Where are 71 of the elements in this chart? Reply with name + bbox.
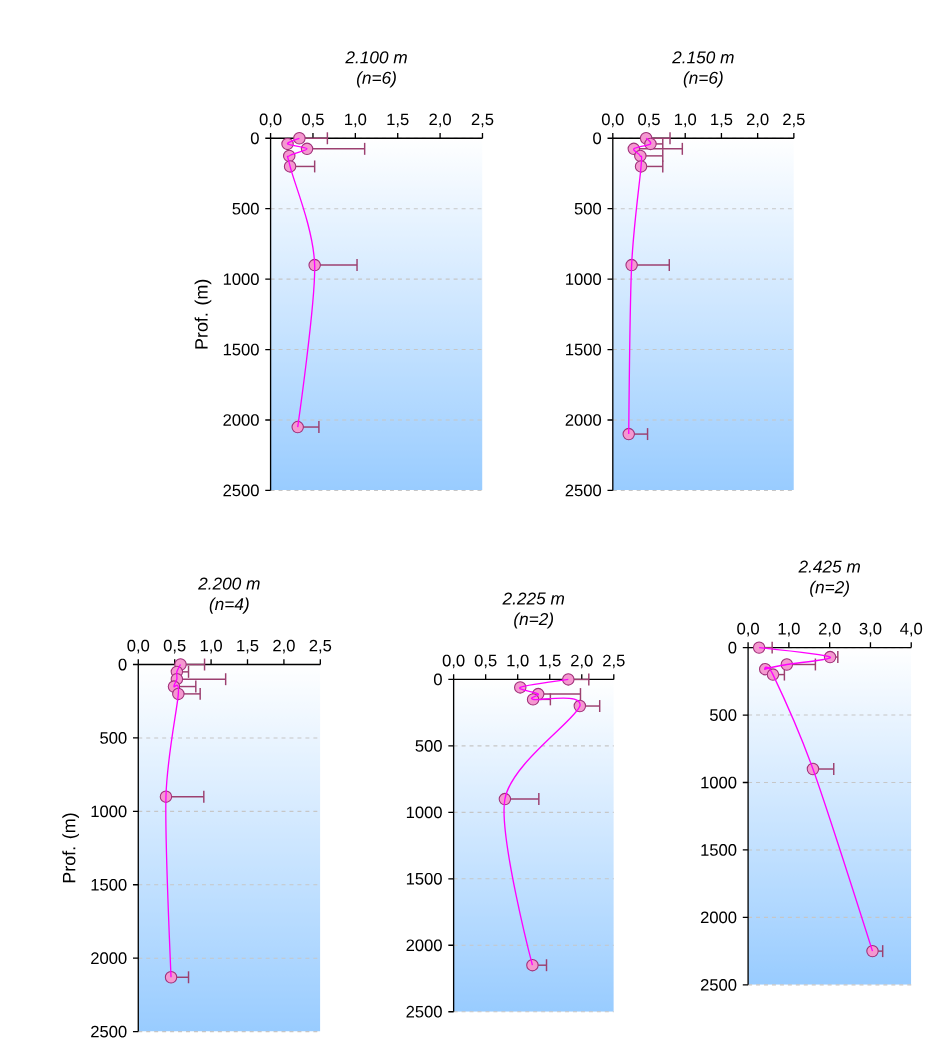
- y-tick-label: 2000: [406, 939, 442, 952]
- y-tick-label: 1500: [223, 343, 259, 356]
- y-tick-label: 500: [100, 732, 127, 744]
- y-tick-label: 500: [574, 202, 601, 215]
- x-tick-label: 2,5: [602, 654, 625, 669]
- chart-title: 2.200 m: [197, 577, 260, 590]
- y-tick-label: 1000: [565, 273, 601, 286]
- x-tick-label: 1,5: [237, 639, 259, 654]
- y-tick-label: 2500: [406, 1005, 442, 1018]
- y-tick-label: 1000: [223, 273, 259, 286]
- y-tick-label: 2500: [223, 484, 259, 497]
- x-tick-label: 1,0: [674, 113, 696, 128]
- chart-title: 2.150 m: [671, 51, 734, 64]
- x-tick-label: 2,0: [746, 113, 769, 128]
- y-tick-label: 0: [592, 132, 601, 145]
- y-tick-label: 1500: [91, 878, 127, 891]
- x-tick-label: 0,5: [301, 113, 324, 128]
- chart-title: 2.425 m: [798, 560, 860, 573]
- y-tick-label: 500: [415, 740, 442, 752]
- x-tick-label: 1,0: [344, 113, 367, 128]
- x-tick-label: 0,0: [127, 639, 150, 654]
- x-tick-label: 0,0: [442, 654, 465, 669]
- y-tick-label: 0: [250, 132, 259, 145]
- x-tick-label: 0,0: [737, 622, 759, 637]
- x-tick-label: 1,5: [539, 654, 561, 669]
- y-tick-label: 0: [433, 673, 442, 686]
- x-tick-label: 2,5: [471, 113, 494, 128]
- x-tick-label: 2,0: [570, 654, 593, 669]
- chart-title: 2.225 m: [502, 592, 564, 605]
- x-tick-label: 1,0: [778, 622, 800, 637]
- y-tick-label: 500: [232, 202, 259, 215]
- x-tick-label: 2,0: [818, 622, 841, 637]
- y-tick-label: 1000: [701, 776, 737, 789]
- x-tick-label: 0,5: [474, 654, 497, 669]
- y-axis-title: Prof. (m): [194, 279, 212, 349]
- y-tick-label: 2000: [565, 414, 601, 426]
- y-tick-label: 1500: [406, 872, 442, 885]
- y-tick-label: 500: [709, 709, 737, 721]
- chart-subtitle: (n=6): [356, 71, 396, 88]
- x-tick-label: 2,0: [273, 639, 295, 654]
- x-tick-label: 0,0: [259, 113, 282, 128]
- chart-title: 2.100 m: [345, 51, 407, 64]
- x-tick-label: 1,0: [200, 639, 222, 654]
- y-tick-label: 2000: [223, 414, 259, 426]
- y-tick-label: 2000: [90, 952, 127, 965]
- chart-subtitle: (n=2): [514, 612, 553, 629]
- y-tick-label: 1000: [406, 806, 442, 819]
- y-tick-label: 2500: [565, 484, 601, 497]
- y-axis-title: Prof. (m): [62, 813, 79, 883]
- x-tick-label: 0,5: [637, 113, 660, 128]
- y-tick-label: 2000: [700, 911, 737, 924]
- y-tick-label: 2500: [700, 978, 737, 991]
- y-tick-label: 1500: [701, 844, 737, 856]
- x-tick-label: 1,5: [387, 113, 409, 128]
- chart-subtitle: (n=6): [683, 71, 723, 88]
- y-tick-label: 1500: [565, 343, 601, 356]
- x-tick-label: 3,0: [859, 622, 882, 637]
- y-tick-label: 0: [118, 658, 127, 671]
- y-tick-label: 0: [728, 641, 737, 654]
- x-tick-label: 1,5: [711, 113, 733, 128]
- y-tick-label: 2500: [90, 1025, 127, 1038]
- x-tick-label: 2,5: [783, 113, 805, 128]
- y-tick-label: 1000: [91, 805, 127, 818]
- x-tick-label: 0,0: [601, 113, 624, 128]
- x-tick-label: 2,0: [429, 113, 451, 128]
- x-tick-label: 1,0: [507, 654, 529, 669]
- x-tick-label: 0,5: [163, 639, 186, 654]
- x-tick-label: 4,0: [899, 622, 922, 637]
- chart-subtitle: (n=4): [209, 597, 249, 614]
- x-tick-label: 2,5: [309, 639, 332, 654]
- chart-subtitle: (n=2): [809, 580, 849, 597]
